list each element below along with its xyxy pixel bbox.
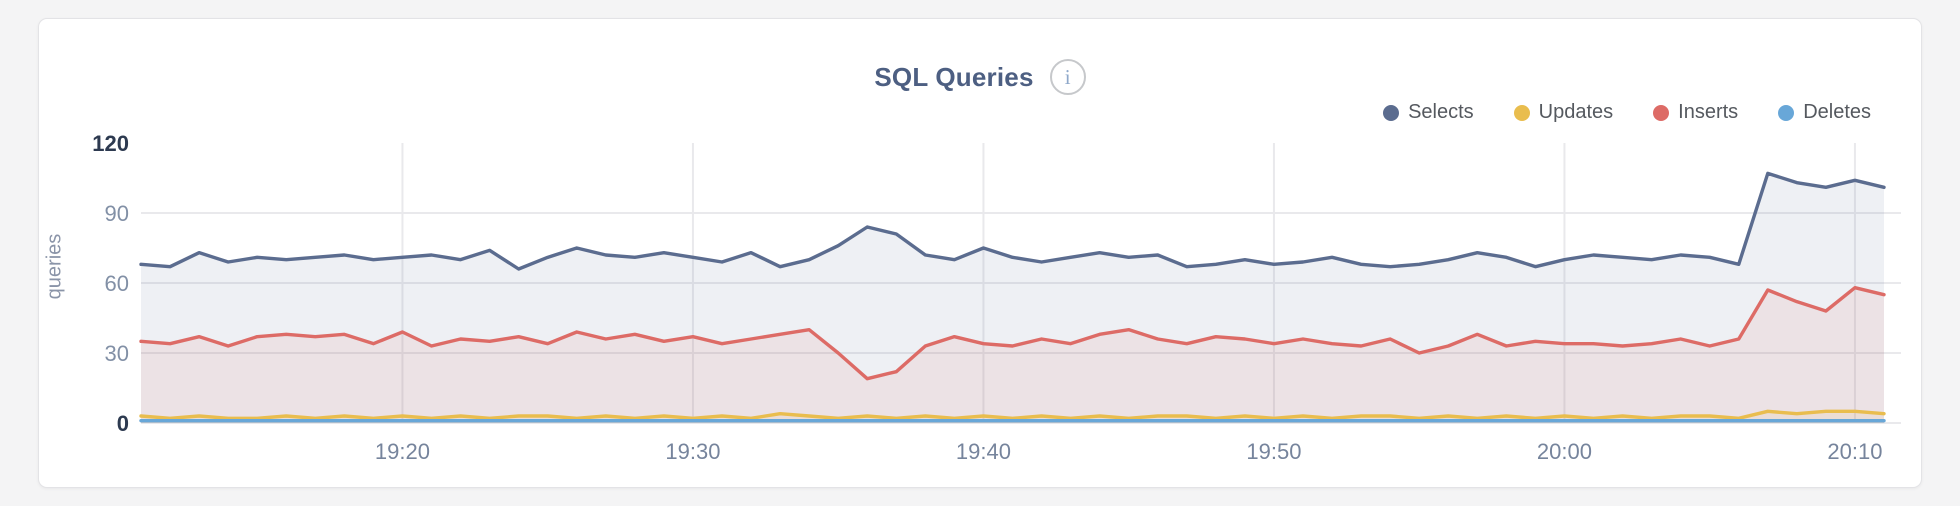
legend-item-deletes[interactable]: Deletes (1778, 101, 1871, 124)
y-axis-labels: 0 30 60 90 120 (92, 131, 129, 436)
x-tick-label: 19:30 (665, 439, 720, 464)
series-area-inserts (141, 287, 1884, 423)
x-tick-label: 19:40 (956, 439, 1011, 464)
chart-legend: Selects Updates Inserts Deletes (1383, 101, 1871, 124)
y-tick-label: 90 (105, 201, 129, 226)
series-line-inserts (139, 285, 1886, 381)
legend-item-updates[interactable]: Updates (1513, 101, 1614, 124)
series-line-updates (139, 409, 1886, 421)
chart-canvas[interactable]: 0 30 60 90 120 19:20 19:30 19:40 19:50 20:00 20:10 (39, 19, 1923, 489)
chart-header: SQL Queries i (39, 59, 1921, 95)
legend-label: Inserts (1678, 101, 1739, 123)
y-tick-label: 60 (105, 271, 129, 296)
legend-label: Updates (1538, 101, 1614, 123)
chart-area: queries 0 30 60 90 120 19:20 19:30 19:40 19:50 20… (39, 19, 1923, 489)
chart-card: queries 0 30 60 90 120 19:20 19:30 19:40 19:50 20… (38, 18, 1922, 488)
legend-dot-deletes (1778, 104, 1795, 121)
x-tick-label: 20:00 (1537, 439, 1592, 464)
legend-dot-selects (1383, 104, 1400, 121)
series-line-selects (139, 171, 1886, 271)
legend-item-inserts[interactable]: Inserts (1653, 101, 1738, 124)
x-axis-labels: 19:20 19:30 19:40 19:50 20:00 20:10 (375, 439, 1883, 464)
gridlines (141, 143, 1901, 423)
legend-label: Deletes (1803, 101, 1871, 123)
legend-item-selects[interactable]: Selects (1383, 101, 1474, 124)
x-tick-label: 19:50 (1246, 439, 1301, 464)
page-title: SQL Queries (874, 61, 1034, 92)
y-tick-label: 0 (117, 411, 129, 436)
info-icon[interactable]: i (1049, 59, 1086, 95)
y-axis-title: queries (43, 233, 66, 300)
y-tick-label: 30 (105, 341, 129, 366)
x-tick-label: 20:10 (1827, 439, 1882, 464)
y-tick-label: 120 (92, 131, 129, 156)
legend-dot-inserts (1653, 104, 1670, 121)
series-area-selects (141, 173, 1884, 423)
legend-label: Selects (1408, 101, 1474, 123)
x-tick-label: 19:20 (375, 439, 430, 464)
legend-dot-updates (1513, 104, 1530, 121)
